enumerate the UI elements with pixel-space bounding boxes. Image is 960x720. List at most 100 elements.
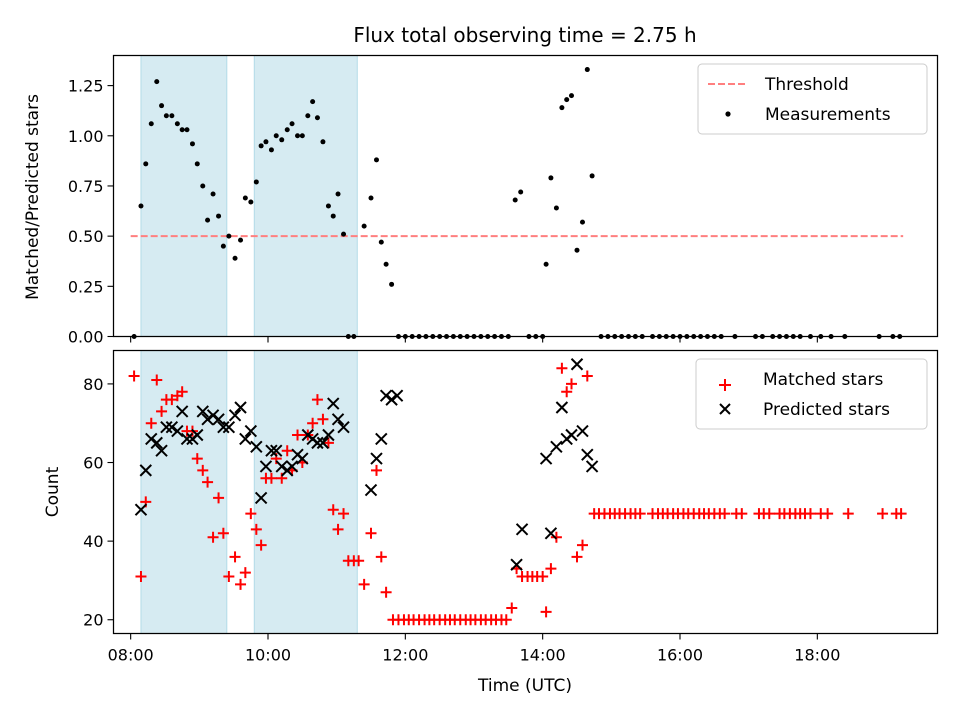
predicted-stars-points bbox=[134, 358, 599, 571]
measurement-point bbox=[279, 137, 285, 143]
matched-star-point bbox=[370, 464, 382, 476]
measurement-point bbox=[553, 205, 559, 211]
measurement-point bbox=[383, 261, 389, 267]
matched-star-point bbox=[207, 531, 219, 543]
predicted-star-point bbox=[550, 440, 563, 454]
top-y-tick-label: 1.25 bbox=[68, 77, 104, 96]
matched-star-point bbox=[322, 437, 334, 449]
top-panel: 0.00 0.25 0.50 0.75 1.00 1.25 Matched/Predict… bbox=[23, 54, 939, 347]
predicted-star-point bbox=[171, 424, 184, 438]
predicted-star-point bbox=[515, 523, 529, 536]
top-y-tick-label: 1.00 bbox=[68, 127, 104, 146]
matched-star-point bbox=[842, 508, 854, 520]
predicted-star-point bbox=[212, 413, 225, 426]
measurement-point bbox=[143, 161, 149, 167]
top-shaded-interval-2 bbox=[253, 55, 358, 337]
measurement-point bbox=[194, 161, 200, 167]
measurement-point bbox=[361, 223, 367, 229]
matched-star-point bbox=[365, 527, 377, 539]
predicted-star-point bbox=[327, 397, 340, 410]
measurement-point bbox=[518, 189, 524, 195]
measurement-point bbox=[564, 97, 570, 103]
measurement-point bbox=[216, 213, 222, 219]
bottom-x-tick-label: 10:00 bbox=[245, 646, 291, 665]
bottom-x-tick-label: 16:00 bbox=[657, 646, 703, 665]
predicted-star-point bbox=[145, 432, 158, 446]
predicted-star-point bbox=[316, 436, 330, 450]
matched-star-point bbox=[223, 571, 235, 583]
bottom-y-ticks: 20 40 60 80 bbox=[83, 375, 114, 630]
predicted-star-point bbox=[265, 444, 278, 457]
measurement-point bbox=[200, 183, 206, 189]
top-legend-box bbox=[697, 63, 928, 135]
predicted-star-point bbox=[337, 420, 350, 434]
predicted-star-point bbox=[379, 389, 393, 402]
bottom-x-tick-label: 18:00 bbox=[794, 646, 840, 665]
measurement-point bbox=[273, 133, 279, 139]
matched-star-point bbox=[197, 464, 209, 476]
measurement-point bbox=[335, 191, 341, 197]
measurement-point bbox=[330, 213, 336, 219]
predicted-star-point bbox=[244, 424, 258, 438]
matched-star-point bbox=[540, 606, 552, 618]
measurement-point bbox=[174, 121, 180, 127]
matched-star-point bbox=[545, 563, 557, 575]
matched-star-point bbox=[135, 571, 147, 583]
measurement-point bbox=[378, 239, 384, 245]
matched-star-point bbox=[156, 405, 168, 417]
bottom-shaded-interval-2 bbox=[253, 350, 358, 634]
measurement-point bbox=[148, 121, 154, 127]
predicted-star-point bbox=[539, 452, 553, 465]
measurement-point bbox=[169, 113, 175, 119]
matched-star-point bbox=[500, 614, 512, 626]
predicted-star-point bbox=[165, 420, 179, 434]
measurements-legend-label: Measurements bbox=[765, 105, 891, 125]
measurement-point bbox=[220, 243, 226, 249]
matched-star-point bbox=[550, 531, 562, 543]
measurement-point bbox=[284, 127, 290, 133]
predicted-star-point bbox=[385, 393, 398, 406]
measurement-point bbox=[584, 67, 590, 73]
measurement-point bbox=[289, 121, 295, 127]
measurement-point bbox=[320, 139, 326, 145]
matched-star-point bbox=[255, 539, 267, 551]
measurement-point bbox=[242, 195, 248, 201]
bottom-shaded-interval-1 bbox=[140, 350, 228, 634]
predicted-star-point bbox=[217, 420, 230, 434]
predicted-star-point bbox=[322, 428, 335, 442]
matched-star-point bbox=[719, 508, 731, 520]
matched-star-point bbox=[245, 508, 257, 520]
matched-star-point bbox=[380, 586, 392, 598]
matched-star-point bbox=[265, 472, 277, 484]
predicted-star-point bbox=[239, 432, 252, 446]
measurement-point bbox=[189, 141, 195, 147]
matched-legend-label: Matched stars bbox=[763, 370, 883, 390]
predicted-star-point bbox=[222, 420, 236, 434]
matched-legend-marker bbox=[719, 379, 731, 391]
bottom-panel: 08:00 10:00 12:00 14:00 16:00 18:00 20406080 … bbox=[43, 349, 939, 696]
predicted-star-point bbox=[196, 405, 209, 418]
measurement-point bbox=[579, 219, 585, 225]
predicted-legend-label: Predicted stars bbox=[763, 400, 890, 420]
bottom-legend: Matched stars Predicted stars bbox=[695, 358, 928, 430]
matched-star-point bbox=[191, 453, 203, 465]
matched-star-point bbox=[822, 508, 834, 520]
matched-star-point bbox=[307, 417, 319, 429]
measurement-point bbox=[389, 281, 395, 287]
measurement-point bbox=[548, 175, 554, 181]
matched-star-point bbox=[176, 386, 188, 398]
bottom-y-tick-label: 40 bbox=[83, 532, 103, 551]
bottom-y-tick-label: 60 bbox=[83, 454, 103, 473]
top-y-ticks: 0.00 0.25 0.50 0.75 1.00 1.25 bbox=[68, 77, 114, 347]
predicted-legend-marker bbox=[719, 403, 731, 415]
predicted-star-point bbox=[585, 460, 599, 473]
measurement-point bbox=[512, 197, 518, 203]
predicted-star-point bbox=[296, 452, 309, 465]
predicted-star-point bbox=[544, 527, 558, 540]
bottom-x-tick-label: 08:00 bbox=[108, 646, 154, 665]
top-legend: Threshold Measurements bbox=[697, 63, 928, 135]
measurement-point bbox=[226, 233, 232, 239]
matched-star-point bbox=[571, 551, 583, 563]
matched-star-point bbox=[804, 508, 816, 520]
